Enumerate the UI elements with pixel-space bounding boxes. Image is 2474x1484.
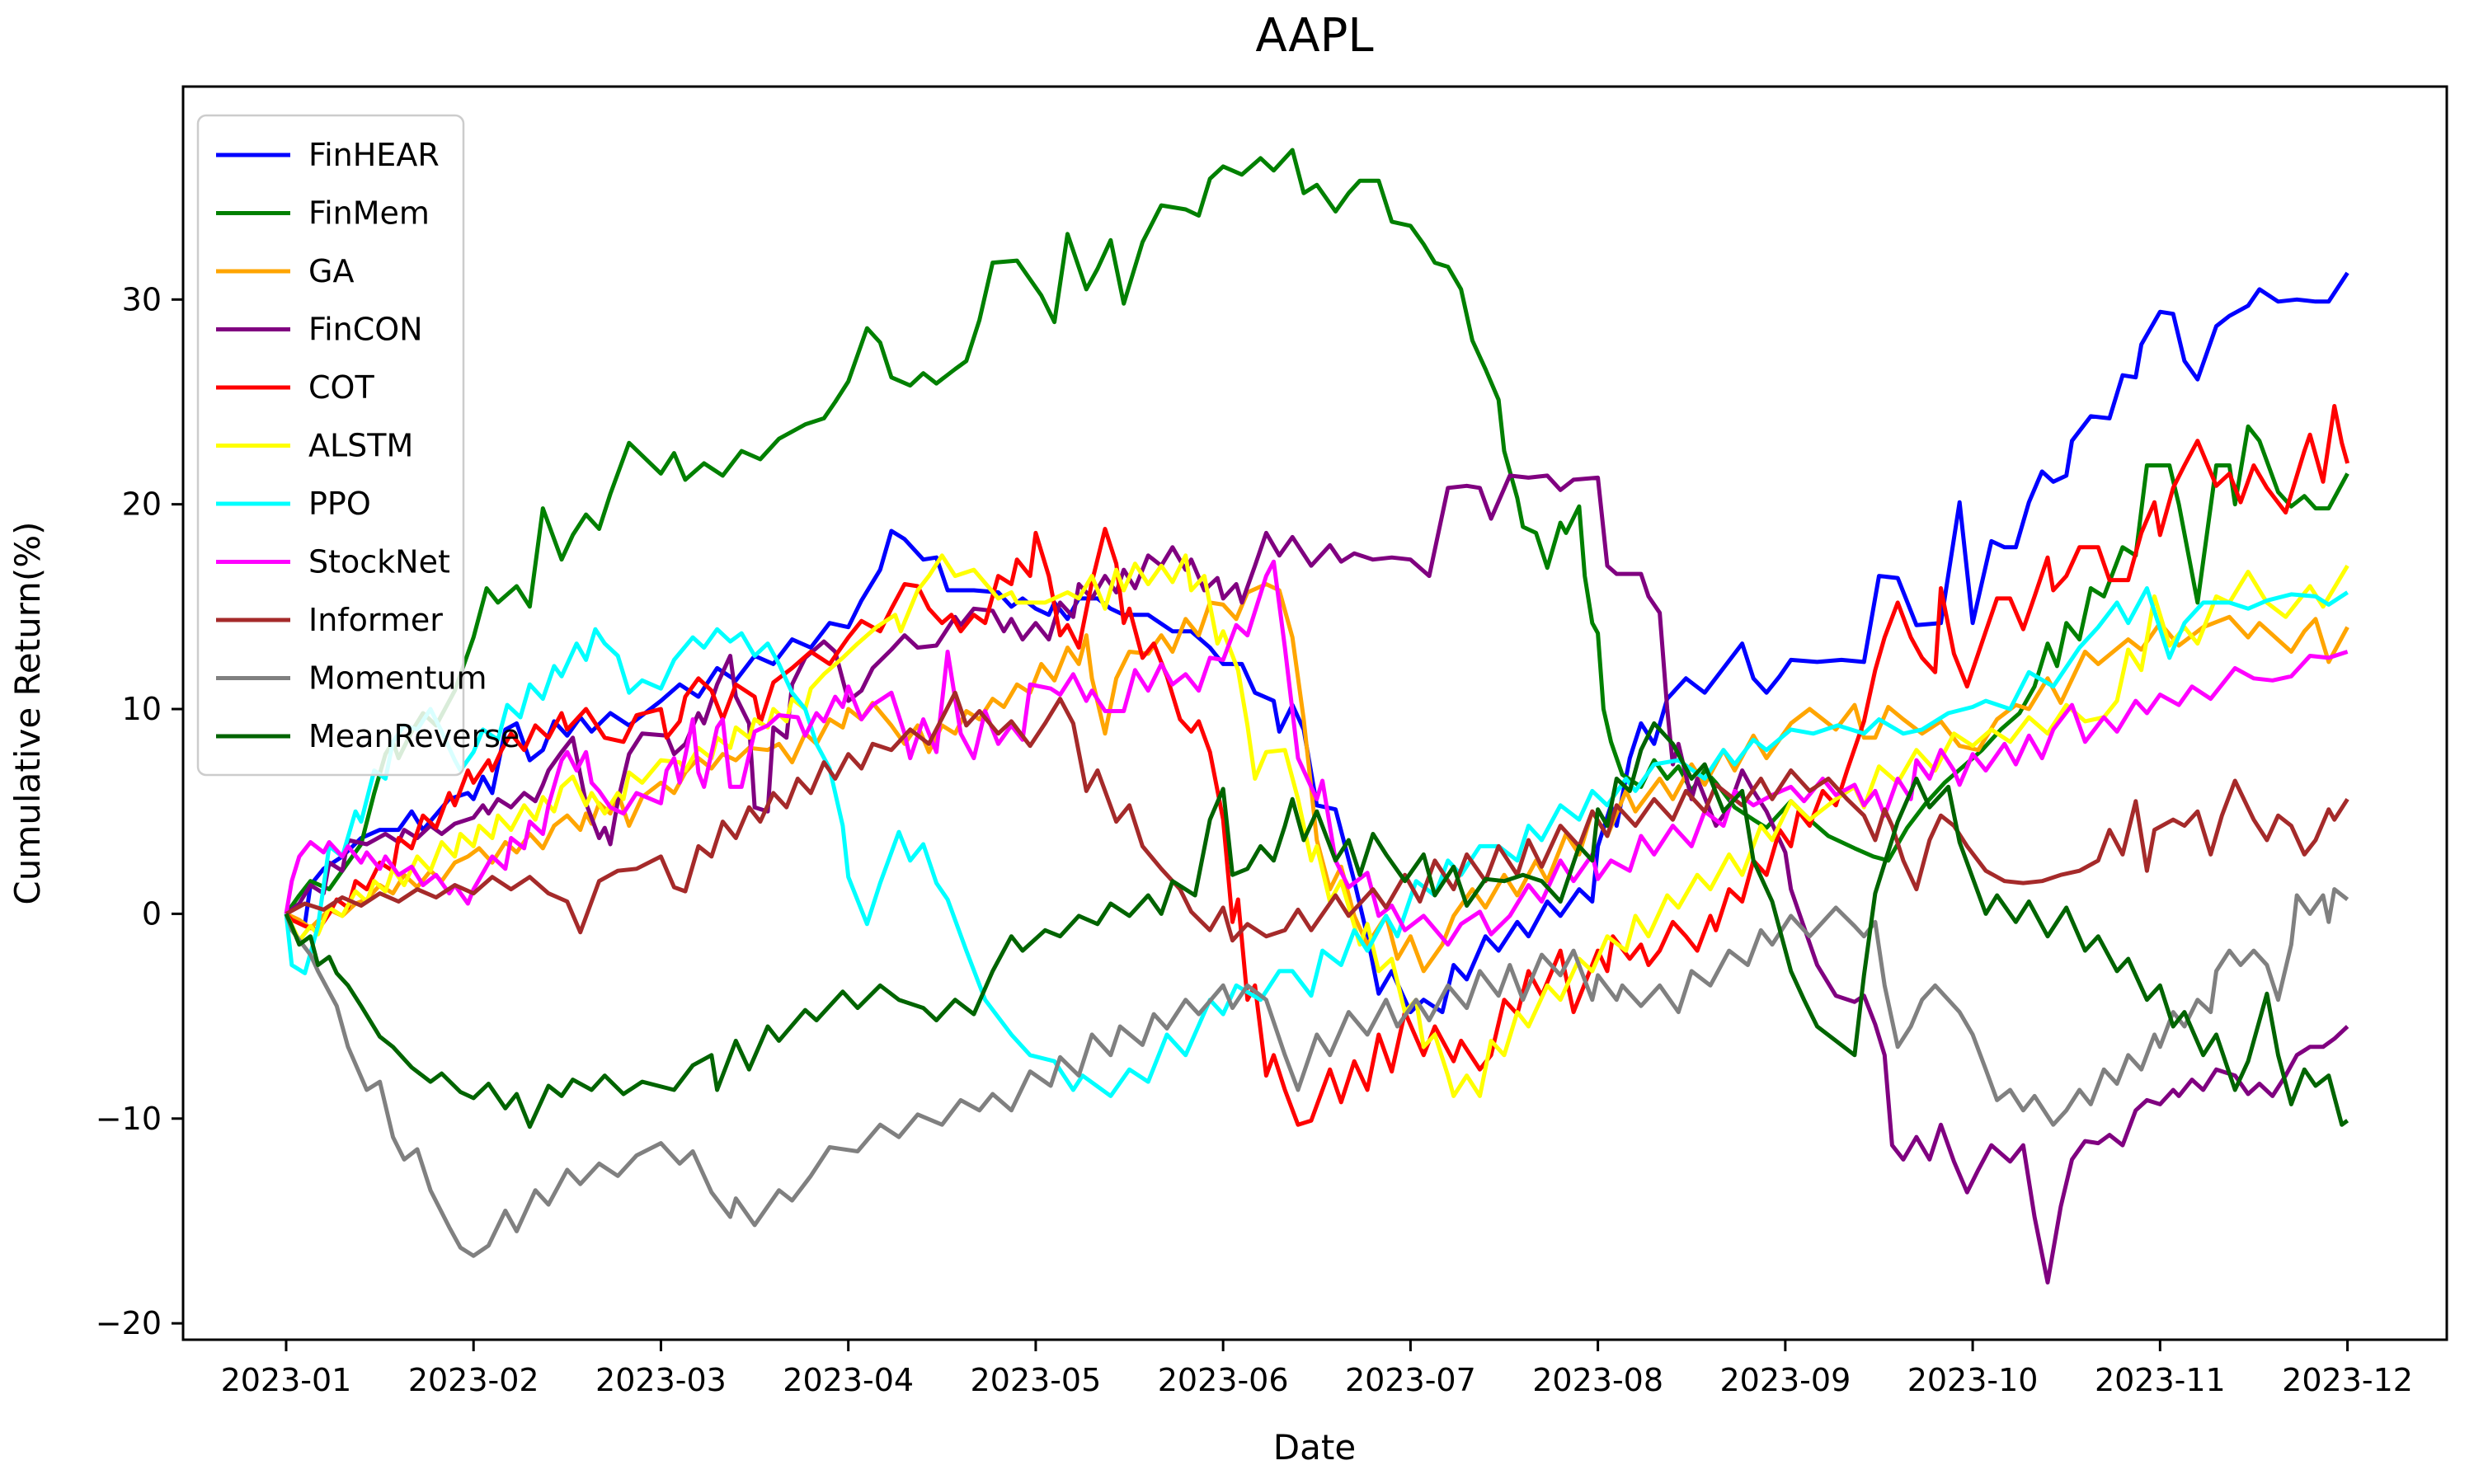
legend-label-COT: COT bbox=[308, 369, 374, 406]
axes: 2023-01 2023-02 2023-03 2023-04 2023-05 2023-… bbox=[96, 281, 2413, 1398]
series-line-MeanReverse bbox=[284, 721, 2349, 1129]
legend-label-Informer: Informer bbox=[308, 602, 443, 638]
y-tick-label: 30 bbox=[122, 281, 162, 317]
series-line-StockNet bbox=[284, 559, 2349, 947]
x-tick-label: 2023-09 bbox=[1719, 1362, 1851, 1398]
legend-label-ALSTM: ALSTM bbox=[308, 428, 413, 464]
series-line-FinCON bbox=[285, 473, 2349, 1284]
x-tick-label: 2023-04 bbox=[783, 1362, 914, 1398]
y-tick-label: 10 bbox=[122, 691, 162, 727]
series-line-GA bbox=[285, 582, 2349, 974]
x-tick-label: 2023-08 bbox=[1532, 1362, 1663, 1398]
series-line-FinHEAR bbox=[285, 271, 2349, 1015]
y-axis-label: Cumulative Return(%) bbox=[7, 521, 48, 904]
x-tick-label: 2023-11 bbox=[2095, 1362, 2226, 1398]
y-tick-label: 0 bbox=[142, 895, 162, 932]
series-lines bbox=[284, 148, 2350, 1284]
x-tick-label: 2023-02 bbox=[408, 1362, 539, 1398]
chart-title: AAPL bbox=[1255, 9, 1373, 63]
legend-label-MeanReverse: MeanReverse bbox=[308, 718, 520, 754]
legend-item-FinHEAR[interactable]: FinHEAR bbox=[216, 137, 440, 173]
legend-label-Momentum: Momentum bbox=[308, 660, 487, 697]
legend-item-StockNet[interactable]: StockNet bbox=[216, 544, 450, 580]
legend-item-FinMem[interactable]: FinMem bbox=[216, 195, 430, 232]
y-tick-label: −20 bbox=[96, 1305, 162, 1341]
plot-border bbox=[181, 85, 2448, 1341]
x-tick-label: 2023-01 bbox=[221, 1362, 352, 1398]
legend-label-GA: GA bbox=[308, 253, 354, 289]
legend[interactable]: FinHEAR FinMem GA FinCON COT ALSTM PPO StockNet… bbox=[196, 114, 520, 777]
legend-label-FinHEAR: FinHEAR bbox=[308, 137, 440, 173]
legend-item-MeanReverse[interactable]: MeanReverse bbox=[216, 718, 520, 754]
series-line-Informer bbox=[285, 690, 2349, 943]
legend-label-PPO: PPO bbox=[308, 486, 371, 522]
legend-item-Momentum[interactable]: Momentum bbox=[216, 660, 487, 697]
x-tick-label: 2023-07 bbox=[1345, 1362, 1476, 1398]
legend-item-PPO[interactable]: PPO bbox=[216, 486, 371, 522]
legend-item-GA[interactable]: GA bbox=[216, 253, 354, 289]
x-axis-label: Date bbox=[1273, 1427, 1356, 1468]
x-tick-label: 2023-03 bbox=[595, 1362, 727, 1398]
series-line-COT bbox=[285, 404, 2350, 1127]
series-line-PPO bbox=[284, 586, 2349, 1098]
y-tick-label: 20 bbox=[122, 486, 162, 523]
legend-item-ALSTM[interactable]: ALSTM bbox=[216, 428, 413, 464]
y-tick-label: −10 bbox=[96, 1101, 162, 1137]
legend-label-StockNet: StockNet bbox=[308, 544, 450, 580]
series-line-FinMem bbox=[284, 148, 2349, 915]
legend-box bbox=[196, 114, 465, 777]
legend-item-FinCON[interactable]: FinCON bbox=[216, 312, 423, 348]
legend-label-FinMem: FinMem bbox=[308, 195, 430, 232]
series-line-ALSTM bbox=[284, 553, 2349, 1098]
series-line-Momentum bbox=[284, 887, 2349, 1258]
x-tick-label: 2023-10 bbox=[1907, 1362, 2039, 1398]
legend-item-Informer[interactable]: Informer bbox=[216, 602, 443, 638]
x-tick-label: 2023-05 bbox=[971, 1362, 1102, 1398]
legend-item-COT[interactable]: COT bbox=[216, 369, 374, 406]
x-tick-label: 2023-06 bbox=[1158, 1362, 1289, 1398]
x-tick-label: 2023-12 bbox=[2282, 1362, 2413, 1398]
legend-label-FinCON: FinCON bbox=[308, 312, 423, 348]
